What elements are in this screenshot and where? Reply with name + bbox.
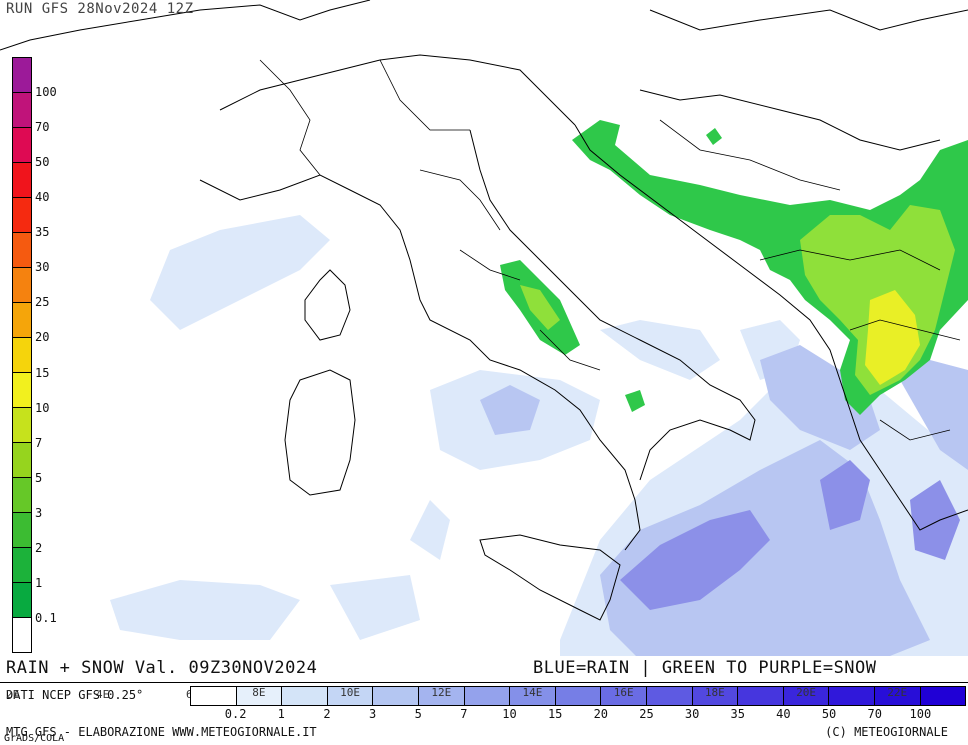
rain-scale-swatch bbox=[373, 687, 419, 705]
snow-scale-swatch bbox=[13, 93, 31, 128]
snow-scale-label: 1 bbox=[35, 575, 43, 590]
rain-scale-swatch bbox=[282, 687, 328, 705]
rain-scale-label: 20 bbox=[593, 707, 609, 721]
snow-scale-label: 2 bbox=[35, 540, 43, 555]
rain-scale-labels: 0.2 1 2 3 5 7 10 15 20 25 30 35 40 50 70 100 bbox=[190, 707, 966, 723]
rain-scale-label: 50 bbox=[821, 707, 837, 721]
rain-strong-areas bbox=[620, 460, 960, 610]
rain-scale-label: 35 bbox=[730, 707, 745, 721]
rain-scale-swatch bbox=[738, 687, 784, 705]
longitude-label: 20E bbox=[796, 686, 816, 699]
rain-scale-label: 2 bbox=[323, 707, 331, 721]
coastlines bbox=[0, 0, 968, 621]
longitude-label: 16E bbox=[613, 686, 634, 699]
snow-scale-label: 35 bbox=[35, 225, 50, 240]
map-title: RAIN + SNOW Val. 09Z30NOV2024 bbox=[6, 658, 318, 678]
snow-scale-swatch bbox=[13, 548, 31, 583]
snow-scale-swatch bbox=[13, 233, 31, 268]
rain-scale-label: 40 bbox=[776, 707, 791, 721]
snow-scale-label: 5 bbox=[35, 470, 43, 485]
snow-scale-swatch bbox=[13, 583, 31, 618]
snow-scale-label: 3 bbox=[35, 505, 43, 520]
rain-scale-label: 0.2 bbox=[224, 707, 247, 721]
snow-areas bbox=[500, 120, 968, 415]
rain-scale-swatch: 10E bbox=[327, 686, 374, 705]
longitude-label: 8E bbox=[252, 686, 266, 699]
rain-scale-swatch: 16E bbox=[601, 686, 647, 705]
rain-scale-label: 5 bbox=[414, 707, 422, 721]
credits-right: (C) METEOGIORNALE bbox=[825, 725, 948, 739]
grads-label: GrADS/COLA bbox=[4, 733, 65, 744]
rain-scale-label: 15 bbox=[547, 707, 563, 721]
snow-scale-swatch bbox=[13, 443, 31, 478]
rain-scale-swatch bbox=[555, 687, 602, 705]
snow-scale-label: 50 bbox=[35, 155, 50, 170]
rain-scale-swatch: 22E bbox=[874, 686, 921, 705]
rain-scale-label: 100 bbox=[909, 707, 932, 721]
rain-scale-label: 30 bbox=[684, 707, 700, 721]
footer-divider bbox=[0, 682, 968, 683]
rain-scale-swatch: 20E bbox=[783, 686, 830, 705]
longitude-label: 4E bbox=[96, 688, 110, 701]
rain-scale-swatch: 12E bbox=[418, 686, 465, 705]
snow-scale-swatch bbox=[13, 163, 31, 198]
rain-scale-label: 10 bbox=[502, 707, 517, 721]
snow-scale-label: 7 bbox=[35, 435, 43, 450]
rain-scale-label: 7 bbox=[460, 707, 468, 721]
longitude-label: 12E bbox=[431, 686, 452, 699]
rain-scale-label: 3 bbox=[368, 707, 377, 721]
run-title: RUN GFS 28Nov2024 12Z bbox=[6, 1, 194, 17]
snow-scale-label: 15 bbox=[35, 365, 50, 380]
snow-scale-label: 20 bbox=[35, 330, 50, 345]
rain-scale-label: 1 bbox=[277, 707, 285, 721]
rain-scale-label: 25 bbox=[639, 707, 654, 721]
snow-scale-label: 30 bbox=[35, 260, 50, 275]
rain-scale-swatch bbox=[646, 687, 693, 705]
snow-scale-label: 0.1 bbox=[35, 610, 57, 625]
snow-scale-label: 70 bbox=[35, 120, 50, 135]
longitude-label: 10E bbox=[340, 686, 361, 699]
rain-color-scale: 8E 10E 12E 14E 16E 18E 20E 22E bbox=[190, 686, 966, 706]
snow-scale-swatch bbox=[13, 338, 31, 373]
rain-scale-swatch: 14E bbox=[510, 686, 556, 705]
snow-scale-swatch bbox=[13, 618, 31, 652]
rain-scale-swatch: 18E bbox=[692, 686, 739, 705]
rain-scale-swatch bbox=[829, 687, 875, 705]
rain-scale-swatch bbox=[191, 687, 237, 705]
snow-scale-swatch bbox=[13, 303, 31, 338]
snow-scale-swatch bbox=[13, 478, 31, 513]
snow-scale-swatch bbox=[13, 373, 31, 408]
rain-scale-swatch: 8E bbox=[236, 686, 283, 705]
longitude-label: 22E bbox=[887, 686, 908, 699]
snow-scale-swatch bbox=[13, 128, 31, 163]
snow-scale-label: 100 bbox=[35, 85, 57, 100]
rain-scale-swatch bbox=[464, 687, 511, 705]
borders bbox=[259, 59, 961, 441]
longitude-label: 18E bbox=[704, 686, 725, 699]
snow-scale-swatch bbox=[13, 268, 31, 303]
snow-scale-swatch bbox=[13, 58, 31, 93]
longitude-label: 2E bbox=[6, 688, 20, 701]
snow-scale-label: 40 bbox=[35, 190, 50, 205]
rain-scale-label: 70 bbox=[867, 707, 882, 721]
credits-left: MTG GFS - ELABORAZIONE WWW.METEOGIORNALE… bbox=[6, 725, 317, 739]
precipitation-map bbox=[0, 0, 968, 660]
legend-note: BLUE=RAIN | GREEN TO PURPLE=SNOW bbox=[533, 658, 877, 678]
snow-scale-swatch bbox=[13, 198, 31, 233]
snow-scale-swatch bbox=[13, 408, 31, 443]
rain-scale-swatch bbox=[920, 687, 966, 705]
longitude-label: 14E bbox=[522, 686, 543, 699]
snow-scale-label: 10 bbox=[35, 400, 50, 415]
data-source: DATI NCEP GFS 0.25° bbox=[6, 688, 144, 702]
snow-scale-swatch bbox=[13, 513, 31, 548]
snow-color-scale bbox=[12, 57, 32, 653]
snow-scale-label: 25 bbox=[35, 295, 50, 310]
